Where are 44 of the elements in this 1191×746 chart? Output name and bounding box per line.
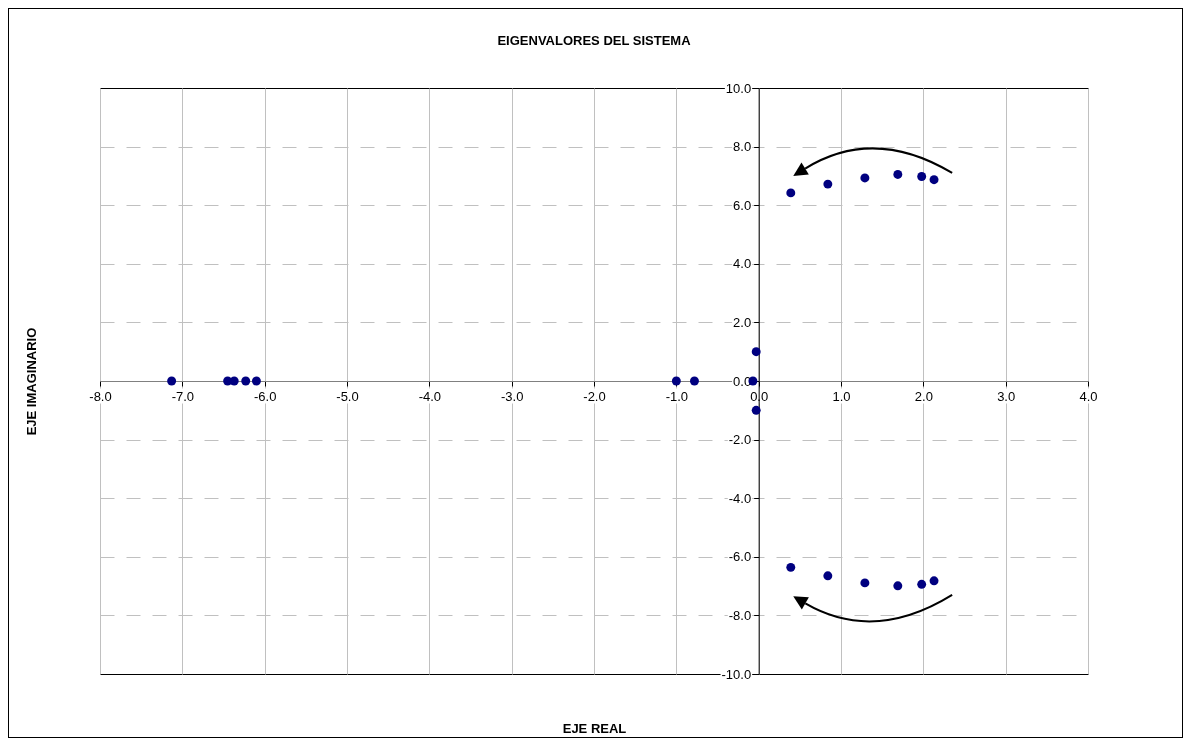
x-axis-title: EJE REAL [562, 720, 627, 736]
y-tick-label: 6.0 [733, 197, 752, 213]
y-tick-label: -8.0 [728, 607, 752, 623]
point [671, 376, 681, 386]
point [893, 581, 903, 591]
point [751, 405, 761, 415]
y-tick-label: -2.0 [728, 432, 752, 448]
point [917, 172, 927, 181]
x-tick-label: -6.0 [253, 388, 277, 404]
point [860, 578, 870, 588]
x-tick-label: -1.0 [665, 388, 689, 404]
y-axis-title: EJE IMAGINARIO [23, 327, 39, 436]
x-tick-label: -4.0 [418, 388, 442, 404]
y-tick-label: -6.0 [728, 549, 752, 565]
point [929, 576, 939, 586]
x-tick-label: -5.0 [336, 388, 359, 404]
point [823, 571, 833, 581]
y-tick-label: 2.0 [733, 314, 752, 330]
x-tick-label: 4.0 [1079, 388, 1098, 404]
point [860, 173, 870, 183]
y-tick-label: 10.0 [725, 80, 752, 96]
point [786, 562, 796, 572]
point [786, 188, 796, 198]
x-tick-label: -8.0 [89, 388, 112, 404]
point [917, 579, 927, 589]
x-tick-label: 3.0 [997, 388, 1016, 404]
chart-title: EIGENVALORES DEL SISTEMA [497, 33, 692, 48]
point [241, 376, 251, 386]
x-tick-label: -7.0 [171, 388, 195, 404]
point [823, 179, 833, 189]
y-tick-label: 4.0 [733, 256, 752, 272]
y-tick-label: -4.0 [728, 490, 752, 506]
point [167, 376, 177, 386]
point [893, 169, 903, 179]
y-tick-label: 8.0 [733, 139, 752, 155]
x-tick-label: -3.0 [500, 388, 524, 404]
y-tick-label: -10.0 [721, 666, 752, 682]
point [929, 175, 939, 185]
point [689, 376, 699, 386]
point [251, 376, 261, 386]
point [751, 347, 761, 357]
x-tick-label: 1.0 [832, 388, 851, 404]
x-tick-label: -2.0 [583, 388, 606, 404]
x-tick-label: 2.0 [914, 388, 933, 404]
